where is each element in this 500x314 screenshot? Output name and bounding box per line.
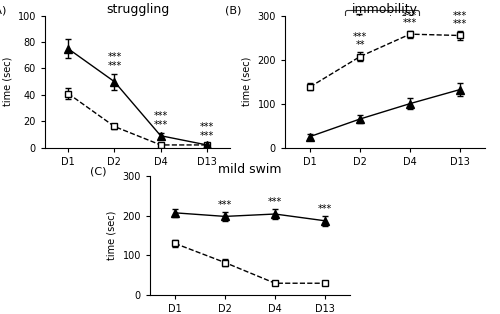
Text: ***: *** [268,197,282,207]
Text: (B): (B) [225,5,242,15]
Text: ***: *** [403,11,417,20]
Title: mild swim: mild swim [218,163,282,176]
Text: **: ** [355,40,365,50]
Text: ***: *** [318,204,332,214]
Text: ***: *** [154,121,168,130]
Text: ***: *** [200,122,214,132]
Text: ***: *** [353,32,367,42]
Legend: swim36, swim25: swim36, swim25 [344,10,420,44]
Text: ***: *** [107,52,122,62]
Title: struggling: struggling [106,3,169,16]
Text: ***: *** [154,111,168,121]
Text: (C): (C) [90,166,106,176]
Y-axis label: time (sec): time (sec) [2,57,12,106]
Text: ***: *** [453,19,467,29]
Text: (A): (A) [0,5,6,15]
Y-axis label: time (sec): time (sec) [107,211,117,260]
Text: ***: *** [403,19,417,29]
Text: ***: *** [107,61,122,71]
Y-axis label: time (sec): time (sec) [242,57,252,106]
Title: immobility: immobility [352,3,418,16]
Text: ***: *** [200,131,214,141]
Text: ***: *** [218,200,232,210]
Text: ***: *** [453,11,467,21]
